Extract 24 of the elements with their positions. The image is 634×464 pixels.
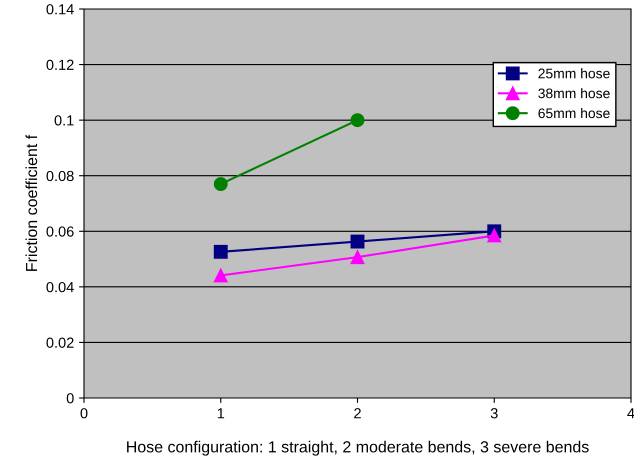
x-tick-label: 2 [354,408,361,418]
y-tick-label: 0 [66,393,74,404]
legend-label: 25mm hose [538,68,610,78]
x-tick-label: 0 [80,408,88,418]
x-axis-title: Hose configuration: 1 straight, 2 moderate bends, 3 severe bends [127,440,589,456]
point [350,234,364,249]
y-tick-label: 0.06 [46,226,74,237]
x-tick-label: 3 [490,408,498,418]
y-axis-title: Friction coefficient f [25,134,38,271]
legend-label: 65mm hose [538,108,610,118]
point [487,228,502,242]
point [350,250,364,264]
x-tick-label: 1 [218,408,224,418]
point [214,268,228,282]
point [350,113,364,128]
y-tick-label: 0.08 [46,170,74,182]
y-tick-label: 0.02 [46,338,74,348]
y-tick-label: 0.1 [54,115,74,126]
point [214,244,228,259]
y-tick-label: 0.12 [46,60,74,70]
y-tick-label: 0.14 [46,4,74,14]
y-tick-label: 0.04 [46,282,74,292]
point [214,177,228,191]
legend-label: 38mm hose [538,88,610,98]
